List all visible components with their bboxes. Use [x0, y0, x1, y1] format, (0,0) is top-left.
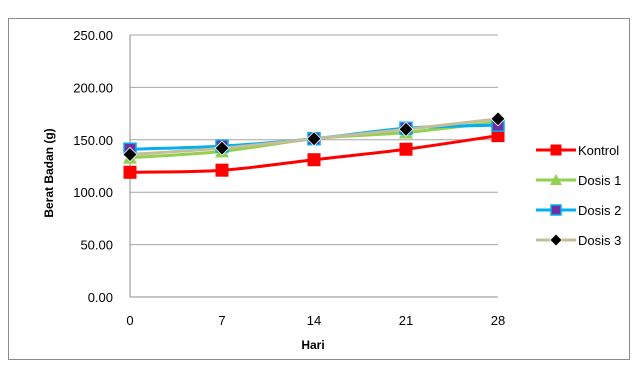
y-axis-title: Berat Badan (g) — [42, 128, 56, 217]
legend-item: Dosis 1 — [536, 173, 621, 188]
y-tick-labels: 0.00 50.00 100.00 150.00 200.00 250.00 — [73, 28, 113, 305]
data-point-marker — [550, 144, 562, 156]
data-point-marker — [307, 153, 321, 167]
legend-label: Dosis 3 — [578, 233, 621, 248]
legend-label: Dosis 1 — [578, 173, 621, 188]
y-tick-label: 100.00 — [73, 185, 113, 200]
x-tick-label: 0 — [126, 313, 133, 328]
y-tick-label: 200.00 — [73, 80, 113, 95]
gridlines — [129, 34, 498, 298]
data-point-marker — [399, 142, 413, 156]
data-point-marker — [398, 121, 414, 137]
data-point-marker — [214, 140, 230, 156]
x-tick-label: 14 — [307, 313, 321, 328]
chart-frame — [8, 18, 630, 360]
y-tick-label: 0.00 — [88, 290, 113, 305]
y-tick-label: 150.00 — [73, 133, 113, 148]
data-point-marker — [215, 163, 229, 177]
data-point-marker — [123, 165, 137, 179]
x-tick-label: 7 — [218, 313, 225, 328]
y-tick-label: 250.00 — [73, 28, 113, 43]
legend-label: Kontrol — [578, 143, 619, 158]
x-axis-title: Hari — [301, 338, 324, 352]
legend-item: Dosis 2 — [536, 203, 621, 218]
data-point-marker — [306, 131, 322, 147]
y-tick-label: 50.00 — [80, 238, 113, 253]
x-tick-label: 21 — [399, 313, 413, 328]
series-lines — [122, 111, 506, 179]
legend: Kontrol Dosis 1 Dosis 2 Dosis 3 — [536, 143, 621, 248]
legend-item: Kontrol — [536, 143, 619, 158]
x-tick-label: 28 — [491, 313, 505, 328]
data-point-marker — [550, 174, 562, 185]
legend-item: Dosis 3 — [536, 233, 621, 248]
legend-label: Dosis 2 — [578, 203, 621, 218]
data-point-marker — [550, 204, 562, 216]
x-tick-labels: 0 7 14 21 28 — [126, 313, 505, 328]
series-markers-kontrol — [123, 129, 505, 179]
data-point-marker — [549, 233, 563, 247]
data-point-marker — [122, 146, 138, 163]
series-markers-dosis-3 — [122, 111, 506, 163]
data-point-marker — [490, 111, 506, 127]
